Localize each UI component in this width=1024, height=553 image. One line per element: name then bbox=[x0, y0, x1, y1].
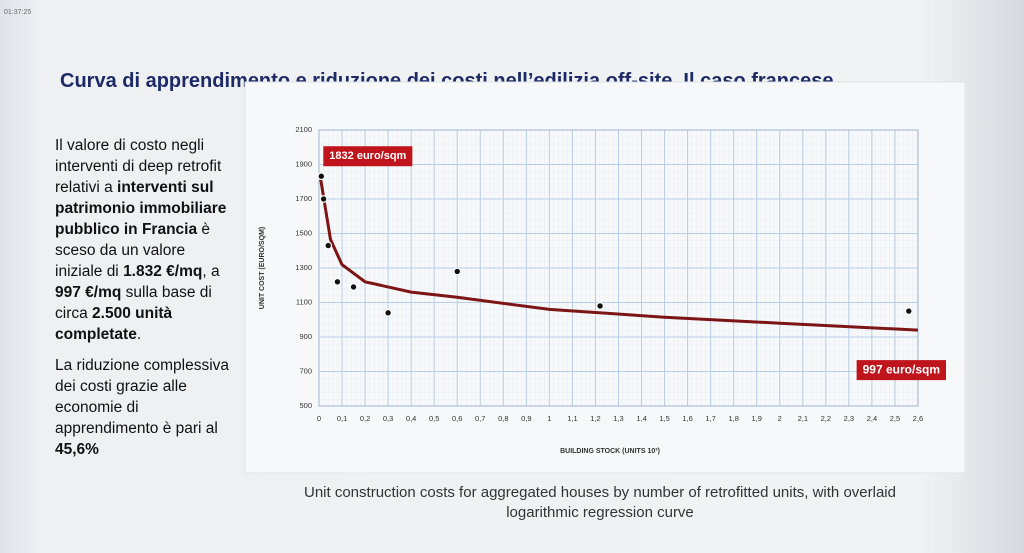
data-point bbox=[317, 172, 326, 181]
x-tick-label: 1,5 bbox=[659, 414, 669, 423]
y-tick-label: 900 bbox=[299, 332, 312, 341]
annotation: 997 euro/sqm bbox=[856, 360, 946, 381]
y-tick-label: 1900 bbox=[295, 159, 312, 168]
data-point bbox=[384, 308, 393, 317]
x-tick-label: 0,9 bbox=[521, 414, 531, 423]
x-tick-label: 1,6 bbox=[682, 414, 692, 423]
x-tick-label: 0,4 bbox=[406, 414, 416, 423]
text-segment: è sceso da un valore iniziale di bbox=[55, 221, 211, 280]
y-tick-label: 1300 bbox=[295, 263, 312, 272]
text-segment: Il valore di costo negli interventi di d… bbox=[55, 137, 222, 196]
annotation-box bbox=[323, 146, 413, 167]
x-tick-label: 1 bbox=[547, 414, 551, 423]
text-segment: 2.500 unità completate bbox=[55, 305, 173, 343]
y-axis-label: UNIT COST (EURO/SQM) bbox=[259, 227, 266, 309]
regression-curve bbox=[318, 175, 919, 332]
x-tick-label: 0,6 bbox=[452, 414, 462, 423]
x-tick-label: 0 bbox=[317, 414, 321, 423]
x-tick-label: 0,5 bbox=[429, 414, 439, 423]
data-point bbox=[319, 195, 328, 203]
x-tick-label: 2,6 bbox=[913, 414, 923, 423]
x-tick-label: 2,2 bbox=[821, 414, 831, 423]
x-tick-label: 2 bbox=[778, 414, 782, 423]
x-tick-label: 0,1 bbox=[337, 414, 347, 423]
y-tick-label: 1500 bbox=[295, 228, 312, 237]
text-segment: . bbox=[136, 326, 142, 343]
x-axis-label: BUILDING STOCK (UNITS 10³) bbox=[560, 448, 660, 455]
slide-text: Il valore di costo negli interventi di d… bbox=[55, 135, 235, 470]
annotation-box bbox=[856, 360, 946, 381]
data-point bbox=[596, 302, 604, 310]
x-tick-label: 1,2 bbox=[590, 414, 600, 423]
x-tick-label: 1,4 bbox=[636, 414, 646, 423]
x-tick-label: 1,1 bbox=[567, 414, 577, 423]
y-tick-label: 700 bbox=[299, 366, 312, 375]
text-segment: , a bbox=[202, 263, 220, 280]
data-point bbox=[349, 283, 358, 291]
text-segment: 997 €/mq bbox=[55, 284, 122, 301]
data-point bbox=[333, 277, 342, 286]
y-tick-label: 1700 bbox=[295, 194, 312, 203]
paragraph: Il valore di costo negli interventi di d… bbox=[55, 135, 235, 345]
timestamp: 01:37:25 bbox=[4, 9, 32, 16]
paragraph: La riduzione complessiva dei costi grazi… bbox=[55, 355, 235, 460]
x-tick-label: 1,7 bbox=[705, 414, 715, 423]
text-segment: sulla base di circa bbox=[55, 284, 212, 322]
x-tick-label: 0,2 bbox=[360, 414, 370, 423]
x-tick-label: 1,3 bbox=[613, 414, 623, 423]
x-tick-label: 0,7 bbox=[475, 414, 485, 423]
text-segment: 1.832 €/mq bbox=[123, 263, 203, 280]
x-tick-label: 2,1 bbox=[798, 414, 808, 423]
data-point bbox=[453, 267, 462, 276]
plot-border bbox=[318, 129, 919, 407]
y-tick-label: 500 bbox=[299, 401, 312, 410]
x-tick-label: 2,5 bbox=[890, 414, 900, 423]
text-segment: La riduzione complessiva dei costi grazi… bbox=[55, 357, 230, 437]
annotation-text: 997 euro/sqm bbox=[863, 362, 940, 376]
x-tick-label: 2,3 bbox=[844, 414, 854, 423]
annotation: 1832 euro/sqm bbox=[323, 146, 413, 167]
data-point bbox=[904, 307, 913, 316]
text-segment: interventi sul patrimonio immobiliare pu… bbox=[55, 179, 227, 238]
data-point bbox=[324, 241, 333, 250]
y-tick-label: 2100 bbox=[295, 125, 312, 134]
text-segment: 45,6% bbox=[55, 441, 99, 458]
annotation-text: 1832 euro/sqm bbox=[329, 150, 406, 162]
x-tick-label: 1,9 bbox=[752, 414, 762, 423]
x-tick-label: 0,3 bbox=[383, 414, 393, 423]
y-tick-label: 1100 bbox=[296, 297, 312, 306]
x-tick-label: 0,8 bbox=[498, 414, 508, 423]
x-tick-label: 2,4 bbox=[867, 414, 877, 423]
x-tick-label: 1,8 bbox=[728, 414, 738, 423]
caption: Unit construction costs for aggregated h… bbox=[304, 484, 896, 521]
